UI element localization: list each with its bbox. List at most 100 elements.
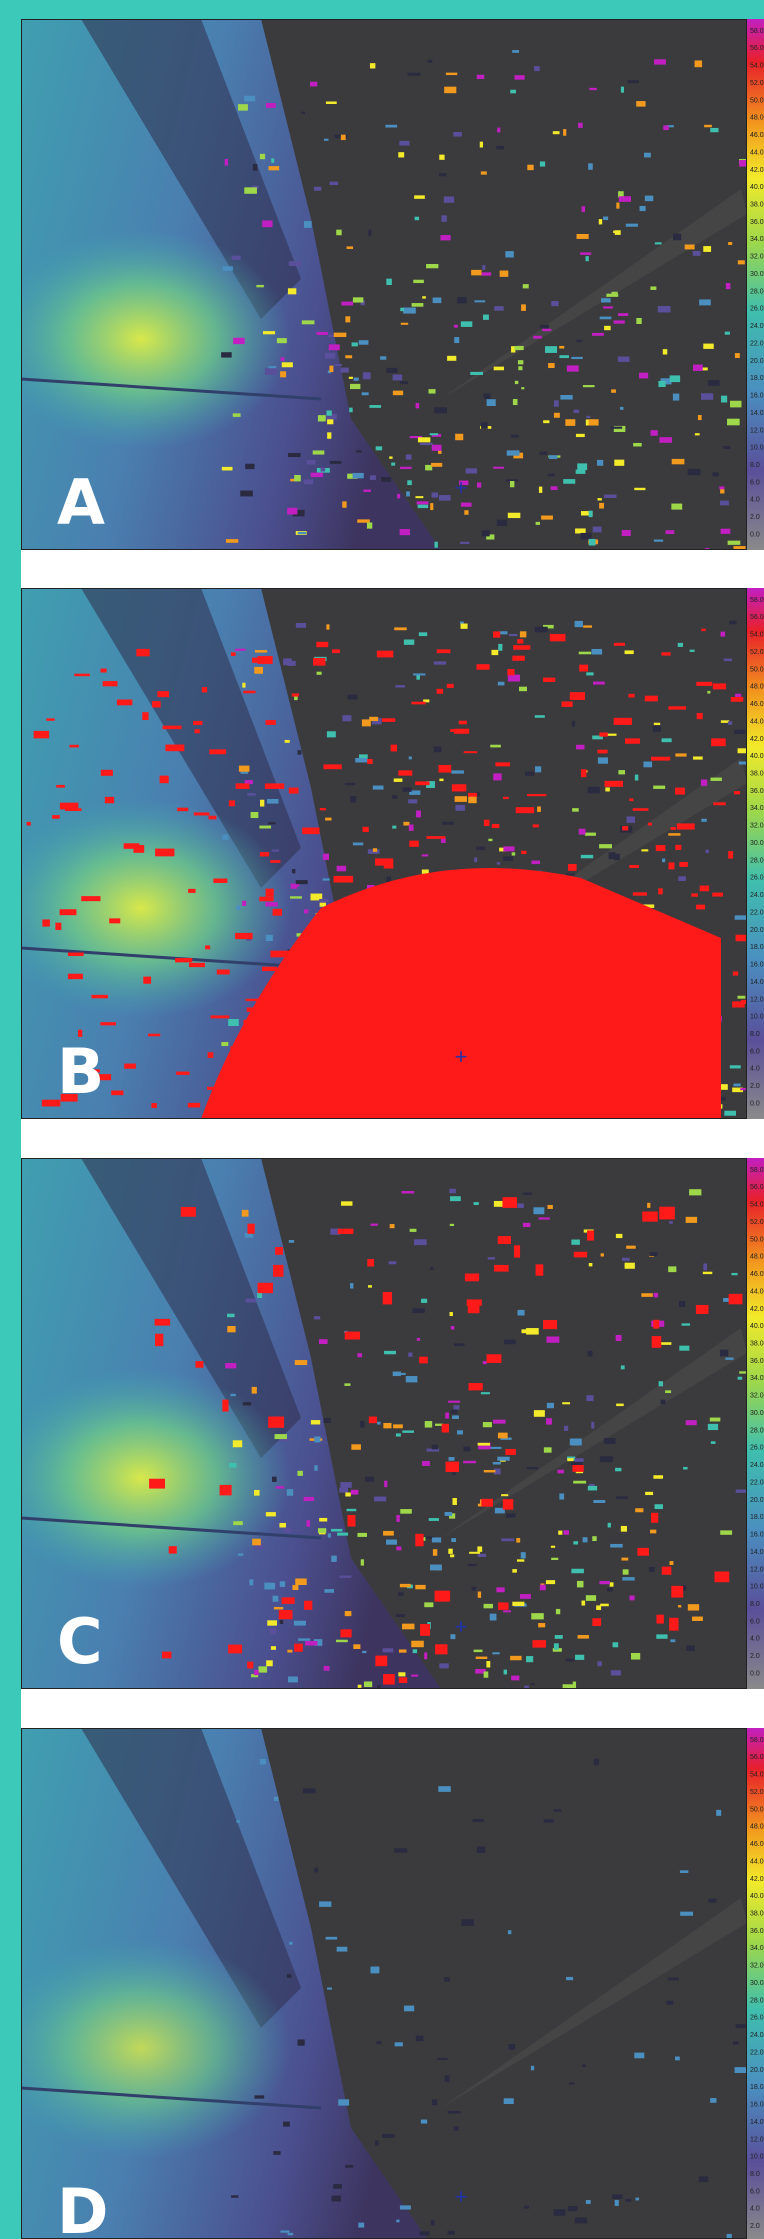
flagged-echo <box>677 823 695 829</box>
colorbar-label: 26.0 <box>750 875 764 882</box>
flagged-echo <box>426 836 445 839</box>
echo <box>670 1561 674 1565</box>
echo <box>264 1583 275 1590</box>
echo <box>374 1497 386 1502</box>
echo <box>240 491 253 497</box>
flagged-echo <box>398 770 412 775</box>
echo <box>397 494 400 499</box>
echo <box>272 1477 277 1482</box>
echo <box>326 624 329 629</box>
echo <box>626 1246 636 1249</box>
flagged-echo <box>480 953 494 959</box>
flagged-echo <box>652 1336 662 1348</box>
flagged-echo <box>696 905 705 910</box>
flagged-echo <box>229 800 235 806</box>
flagged-echo <box>642 1212 657 1222</box>
colorbar-label: 22.0 <box>750 2049 764 2056</box>
echo <box>411 1675 418 1677</box>
flagged-echo <box>56 785 65 788</box>
echo <box>721 529 731 534</box>
flagged-echo <box>574 1252 587 1258</box>
echo <box>392 795 397 799</box>
echo <box>659 1381 663 1386</box>
flagged-echo <box>181 1207 196 1217</box>
colorbar-label: 22.0 <box>750 909 764 916</box>
echo <box>593 1500 605 1503</box>
flagged-echo <box>437 689 444 694</box>
echo <box>384 1351 396 1354</box>
echo <box>720 489 724 493</box>
echo <box>444 87 456 94</box>
echo <box>411 1641 424 1647</box>
colorbar-label: 50.0 <box>750 666 764 673</box>
echo <box>621 1365 625 1369</box>
flagged-echo <box>117 700 132 706</box>
flagged-echo <box>435 1644 447 1654</box>
flagged-echo <box>260 852 269 856</box>
echo <box>408 799 417 803</box>
echo <box>352 342 358 346</box>
echo <box>472 1587 476 1591</box>
echo <box>406 1376 418 1382</box>
echo <box>292 1585 298 1590</box>
echo <box>623 1569 629 1574</box>
echo <box>643 762 652 768</box>
echo <box>420 443 433 445</box>
flagged-echo <box>662 1567 672 1575</box>
echo <box>493 1462 501 1464</box>
echo <box>242 901 246 906</box>
echo <box>542 329 551 331</box>
echo <box>400 467 412 469</box>
echo <box>480 142 483 148</box>
flagged-echo <box>148 1034 160 1037</box>
echo <box>493 467 504 469</box>
echo <box>688 1604 699 1610</box>
flagged-echo <box>533 824 539 827</box>
echo <box>639 373 648 379</box>
echo <box>616 203 619 209</box>
echo <box>283 2122 290 2127</box>
colorbar-label: 10.0 <box>750 1014 764 1021</box>
echo <box>498 1433 508 1439</box>
echo <box>253 164 258 171</box>
echo <box>670 375 680 382</box>
echo <box>545 346 557 353</box>
echo <box>424 1652 427 1659</box>
echo <box>327 731 336 737</box>
echo <box>228 1019 239 1026</box>
colorbar-label: 10.0 <box>750 1584 764 1591</box>
echo <box>504 2098 514 2104</box>
flagged-echo <box>459 721 467 725</box>
flagged-echo <box>469 1383 483 1390</box>
echo <box>665 1390 671 1393</box>
flagged-echo <box>508 1019 525 1022</box>
flagged-echo <box>265 783 284 789</box>
flagged-echo <box>697 713 703 719</box>
colorbar-label: 18.0 <box>750 375 764 382</box>
echo <box>620 407 624 410</box>
echo <box>539 487 542 493</box>
echo <box>599 219 602 224</box>
echo <box>432 2099 437 2105</box>
echo <box>344 1383 350 1386</box>
echo <box>362 1651 366 1653</box>
flagged-echo <box>515 967 534 970</box>
echo <box>444 196 454 202</box>
flagged-echo <box>467 1299 482 1305</box>
echo <box>478 1443 490 1446</box>
flagged-echo <box>679 862 687 867</box>
echo <box>649 1252 657 1256</box>
echo <box>531 1683 535 1685</box>
flagged-echo <box>446 1462 460 1472</box>
echo <box>576 434 585 437</box>
echo <box>422 296 426 298</box>
flagged-echo <box>599 987 604 995</box>
echo <box>358 2223 364 2228</box>
echo <box>521 387 524 389</box>
echo <box>721 396 727 403</box>
echo <box>415 217 420 220</box>
echo <box>738 996 746 999</box>
echo <box>512 1602 524 1606</box>
echo <box>287 1650 292 1653</box>
echo <box>353 297 363 302</box>
